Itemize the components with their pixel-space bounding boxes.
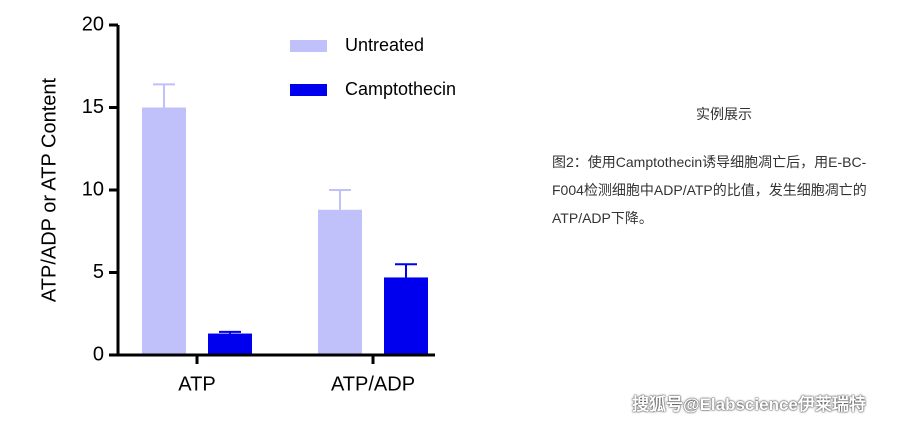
- legend-swatch: [290, 84, 327, 96]
- y-tick-label: 0: [93, 343, 104, 365]
- y-tick-label: 10: [82, 178, 104, 200]
- bar: [208, 333, 252, 355]
- y-tick-label: 20: [82, 13, 104, 35]
- watermark: 搜狐号@Elabscience伊莱瑞特: [632, 395, 866, 414]
- y-tick-label: 5: [93, 261, 104, 283]
- y-tick-label: 15: [82, 96, 104, 118]
- caption: 图2：使用Camptothecin诱导细胞凋亡后，用E-BC-F004检测细胞中…: [552, 154, 867, 226]
- legend-label: Untreated: [345, 35, 424, 55]
- heading: 实例展示: [696, 106, 752, 122]
- bar: [384, 277, 428, 355]
- bar: [318, 209, 362, 355]
- legend-label: Camptothecin: [345, 79, 456, 99]
- bar: [142, 107, 186, 355]
- legend-swatch: [290, 40, 327, 52]
- x-tick-label: ATP: [178, 373, 215, 395]
- x-tick-label: ATP/ADP: [331, 373, 415, 395]
- chart: ATP/ADP or ATP Content 0 5 10 15 20 ATP ATP/AD…: [38, 13, 456, 395]
- y-axis-label: ATP/ADP or ATP Content: [38, 77, 60, 302]
